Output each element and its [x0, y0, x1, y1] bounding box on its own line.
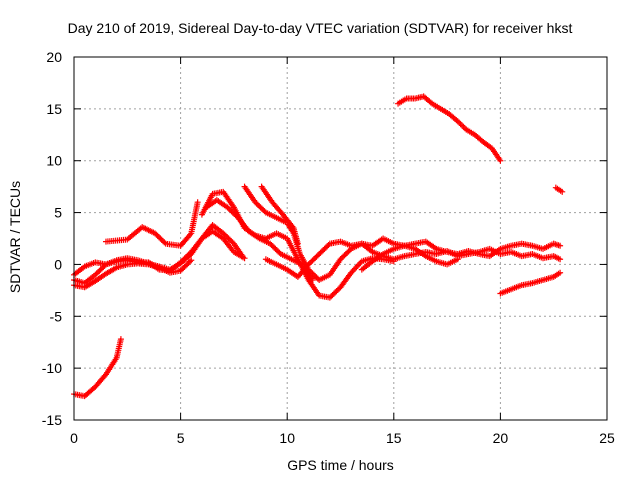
plot-frame	[73, 56, 608, 421]
y-tick-label: 15	[46, 101, 62, 117]
y-tick-label: -15	[42, 412, 62, 428]
y-tick-label: 10	[46, 153, 62, 169]
grid-lines	[74, 57, 607, 420]
series-arc-10	[262, 238, 564, 280]
series-arc-13	[497, 269, 564, 297]
x-tick-label: 20	[493, 430, 509, 446]
series-arc-7	[203, 197, 316, 283]
x-tick-label: 0	[70, 430, 78, 446]
data-point	[101, 372, 108, 379]
data-point	[186, 258, 193, 265]
series-arc-12	[395, 93, 504, 164]
chart-title: Day 210 of 2019, Sidereal Day-to-day VTE…	[67, 20, 573, 36]
series-arc-8	[241, 183, 564, 283]
y-tick-label: 0	[54, 256, 62, 272]
x-tick-label: 25	[599, 430, 615, 446]
data-point	[194, 199, 201, 206]
data-point	[557, 256, 564, 263]
series-arc-1	[71, 336, 124, 400]
x-tick-label: 5	[177, 430, 185, 446]
data-point	[454, 256, 461, 263]
data-point	[557, 269, 564, 276]
series-arc-9	[258, 183, 301, 247]
tick-labels: 0 5 10 15 20 25 -15 -10 -5 0 5 10 15 20	[42, 49, 615, 446]
data-point	[261, 208, 268, 215]
series-arc-2	[102, 199, 201, 249]
y-tick-label: 20	[46, 49, 62, 65]
y-tick-label: -10	[42, 360, 62, 376]
data-point	[161, 239, 168, 246]
data-point	[460, 123, 467, 130]
data-point	[557, 242, 564, 249]
series-arc-11	[358, 242, 461, 273]
y-tick-label: 5	[54, 205, 62, 221]
data-point	[188, 257, 195, 264]
x-axis-label: GPS time / hours	[287, 457, 394, 473]
y-tick-label: -5	[50, 308, 63, 324]
x-tick-label: 10	[279, 430, 295, 446]
data-point	[459, 122, 466, 129]
data-points	[71, 93, 566, 400]
x-tick-label: 15	[386, 430, 402, 446]
axis-ticks	[73, 56, 608, 421]
data-point	[559, 188, 566, 195]
data-point	[294, 240, 301, 247]
data-point	[346, 247, 353, 254]
data-point	[497, 157, 504, 164]
data-point	[309, 276, 316, 283]
data-point	[117, 336, 124, 343]
series-arc-14	[552, 184, 566, 195]
data-point	[239, 253, 246, 260]
data-point	[457, 121, 464, 128]
data-point	[187, 231, 194, 238]
data-point	[325, 241, 332, 248]
data-point	[276, 249, 283, 256]
